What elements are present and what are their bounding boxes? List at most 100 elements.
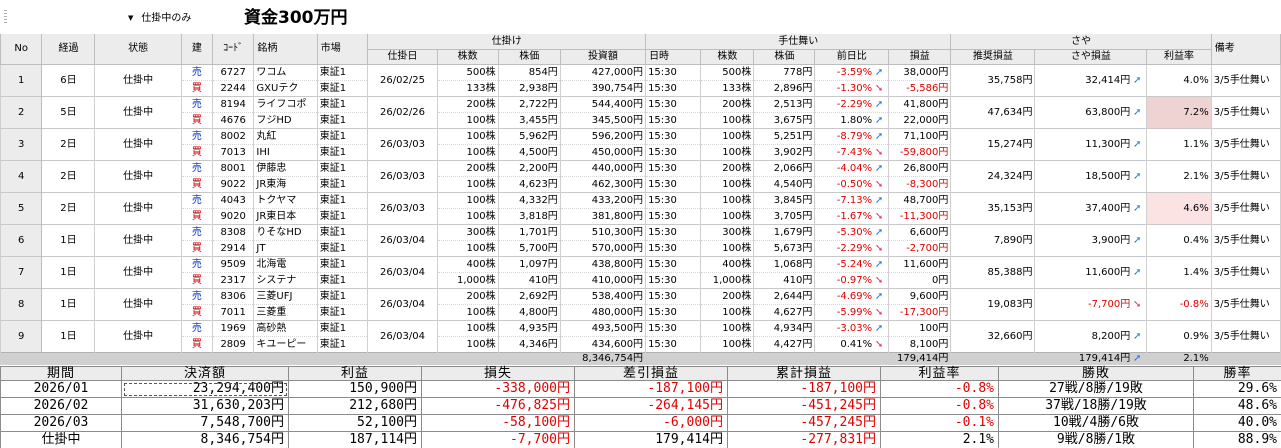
entry-amount-cell: 440,000円 — [559, 159, 647, 176]
totals-saya-value: 179,414円 — [1078, 352, 1131, 364]
summary-col-7[interactable]: 勝敗 — [998, 366, 1194, 381]
summary-col-8[interactable]: 勝率 — [1193, 366, 1281, 381]
trend-up-icon: ➚ — [874, 98, 884, 110]
entry-price-cell: 2,938円 — [497, 79, 561, 96]
exit-price-cell: 2,896円 — [753, 79, 816, 96]
saya-value: 11,600円 — [1085, 266, 1131, 278]
summary-row[interactable]: 2026/01 23,294,400円 150,900円 -338,000円 -187,… — [0, 380, 1281, 398]
entry-qty-cell: 100株 — [436, 319, 499, 336]
note-cell: 3/5手仕舞い — [1210, 287, 1281, 320]
group-entry: 仕掛け — [367, 34, 647, 50]
col-exit-qty[interactable]: 株数 — [700, 49, 755, 65]
entry-amount-cell: 345,500円 — [559, 111, 647, 128]
col-exit-price[interactable]: 株価 — [753, 49, 816, 65]
summary-col-4[interactable]: 差引損益 — [574, 366, 728, 381]
rate-cell: 0.9% — [1146, 319, 1212, 352]
table-row[interactable]: 買 9022 JR東海 東証1 100株 4,623円 462,300円 15:30 100株 4… — [1, 175, 1281, 192]
entry-qty-cell: 100株 — [436, 191, 499, 208]
table-row[interactable]: 4 2日 仕掛中売 8001 伊藤忠 東証1 26/03/03 200株 2,200円 440,0… — [0, 159, 1281, 192]
name-cell: 丸紅 — [253, 127, 318, 144]
col-entry-qty[interactable]: 株数 — [436, 49, 499, 65]
filter-dropdown[interactable]: ▼ 仕掛中のみ — [128, 10, 191, 26]
col-code[interactable]: ｺｰﾄﾞ — [211, 34, 255, 65]
name-cell: 高砂熱 — [253, 319, 318, 336]
entry-amount-cell: 538,400円 — [559, 287, 647, 304]
table-row[interactable]: 5 2日 仕掛中売 4043 トクヤマ 東証1 26/03/03 100株 4,332円 433,… — [0, 191, 1281, 224]
summary-col-6[interactable]: 利益率 — [880, 366, 999, 381]
entry-qty-cell: 200株 — [436, 287, 499, 304]
change-value: 0.41% — [840, 338, 873, 350]
trend-down-icon: ➘ — [874, 242, 884, 254]
code-cell: 7013 — [211, 143, 255, 160]
col-rec-pnl[interactable]: 推奨損益 — [950, 49, 1036, 65]
table-row[interactable]: 買 2914 JT 東証1 100株 5,700円 570,000円 15:30 100株 5,6… — [1, 239, 1281, 256]
exit-qty-cell: 100株 — [700, 207, 755, 224]
entry-price-cell: 4,623円 — [497, 175, 561, 192]
saya-pnl-cell: 8,200円 ➚ — [1034, 319, 1148, 352]
col-elapsed[interactable]: 経過 — [41, 34, 96, 65]
summary-record-cell: 27戦/8勝/19敗 — [998, 380, 1194, 398]
summary-table: 期間 決済額 利益 損失 差引損益 累計損益 利益率 勝敗 勝率 2026/01 23,294,4… — [0, 366, 1281, 448]
change-value: -8.79% — [836, 130, 873, 142]
rate-cell: 4.6% — [1146, 191, 1212, 224]
col-no[interactable]: No — [0, 34, 43, 65]
change-value: -3.03% — [836, 322, 873, 334]
exit-change-cell: -0.50% ➘ — [814, 175, 890, 192]
exit-price-cell: 410円 — [753, 271, 816, 288]
col-name[interactable]: 銘柄 — [253, 34, 318, 65]
col-market[interactable]: 市場 — [316, 34, 369, 65]
table-row[interactable]: 8 1日 仕掛中売 8306 三菱UFJ 東証1 26/03/04 200株 2,692円 538… — [0, 287, 1281, 320]
col-exit-time[interactable]: 日時 — [645, 49, 702, 65]
exit-change-cell: -7.13% ➚ — [814, 191, 890, 208]
toolbar-grip[interactable] — [4, 10, 7, 24]
name-cell: フジHD — [253, 111, 318, 128]
table-row[interactable]: 買 7011 三菱重 東証1 100株 4,800円 480,000円 15:30 100株 4,… — [1, 303, 1281, 320]
summary-row[interactable]: 2026/03 7,548,700円 52,100円 -58,100円 -6,000円 -… — [0, 414, 1281, 432]
rec-pnl-cell: 35,758円 — [950, 63, 1036, 96]
dropdown-arrow-icon[interactable]: ▼ — [128, 14, 134, 22]
summary-col-3[interactable]: 損失 — [421, 366, 575, 381]
entry-price-cell: 2,200円 — [497, 159, 561, 176]
table-row[interactable]: 9 1日 仕掛中売 1969 高砂熱 東証1 26/03/04 100株 4,935円 493,5… — [0, 319, 1281, 352]
summary-row[interactable]: 仕掛中 8,346,754円 187,114円 -7,700円 179,414円 -277… — [0, 431, 1281, 448]
exit-price-cell: 4,540円 — [753, 175, 816, 192]
side-cell: 買 — [180, 239, 213, 256]
col-pnl[interactable]: 損益 — [888, 49, 952, 65]
entry-price-cell: 2,722円 — [497, 95, 561, 112]
table-row[interactable]: 買 2317 システナ 東証1 1,000株 410円 410,000円 15:30 1,000… — [1, 271, 1281, 288]
table-row[interactable]: 買 4676 フジHD 東証1 100株 3,455円 345,500円 15:30 100株 3… — [1, 111, 1281, 128]
exit-qty-cell: 100株 — [700, 319, 755, 336]
table-row[interactable]: 7 1日 仕掛中売 9509 北海電 東証1 26/03/04 400株 1,097円 438,8… — [0, 255, 1281, 288]
col-status[interactable]: 状態 — [94, 34, 182, 65]
exit-time-cell: 15:30 — [645, 111, 702, 128]
side-cell: 売 — [180, 287, 213, 304]
table-row[interactable]: 買 2809 キユーピー 東証1 100株 4,346円 434,600円 15:30 100株… — [1, 335, 1281, 352]
table-row[interactable]: 2 5日 仕掛中売 8194 ライフコポ 東証1 26/02/26 200株 2,722円 544… — [0, 95, 1281, 128]
summary-col-1[interactable]: 決済額 — [121, 366, 289, 381]
table-row[interactable]: 買 9020 JR東日本 東証1 100株 3,818円 381,800円 15:30 100株… — [1, 207, 1281, 224]
exit-price-cell: 4,627円 — [753, 303, 816, 320]
col-note[interactable]: 備考 — [1210, 34, 1281, 65]
col-side[interactable]: 建 — [180, 34, 213, 65]
table-row[interactable]: 買 7013 IHI 東証1 100株 4,500円 450,000円 15:30 100株 3,… — [1, 143, 1281, 160]
col-saya-pnl[interactable]: さや損益 — [1034, 49, 1148, 65]
entry-price-cell: 1,701円 — [497, 223, 561, 240]
table-row[interactable]: 3 2日 仕掛中売 8002 丸紅 東証1 26/03/03 100株 5,962円 596,20… — [0, 127, 1281, 160]
pnl-cell: 9,600円 — [888, 287, 952, 304]
col-exit-change[interactable]: 前日比 — [814, 49, 890, 65]
exit-time-cell: 15:30 — [645, 191, 702, 208]
exit-change-cell: 0.41% ➘ — [814, 335, 890, 352]
positions-grid: No 経過 状態 建 ｺｰﾄﾞ 銘柄 市場 仕掛け 手仕舞い さや 備考 仕掛日… — [0, 34, 1281, 365]
table-row[interactable]: 1 6日 仕掛中売 6727 ワコム 東証1 26/02/25 500株 854円 427,000… — [0, 63, 1281, 96]
col-entry-price[interactable]: 株価 — [497, 49, 561, 65]
col-rate[interactable]: 利益率 — [1146, 49, 1212, 65]
summary-col-5[interactable]: 累計損益 — [727, 366, 881, 381]
summary-col-2[interactable]: 利益 — [288, 366, 422, 381]
table-row[interactable]: 6 1日 仕掛中売 8308 りそなHD 東証1 26/03/04 300株 1,701円 510… — [0, 223, 1281, 256]
summary-row[interactable]: 2026/02 31,630,203円 212,680円 -476,825円 -264,… — [0, 397, 1281, 415]
col-entry-amount[interactable]: 投資額 — [559, 49, 647, 65]
summary-col-0[interactable]: 期間 — [0, 366, 122, 381]
col-entry-date[interactable]: 仕掛日 — [367, 49, 438, 65]
exit-change-cell: -2.29% ➘ — [814, 239, 890, 256]
table-row[interactable]: 買 2244 GXUテク 東証1 133株 2,938円 390,754円 15:30 133株… — [1, 79, 1281, 96]
